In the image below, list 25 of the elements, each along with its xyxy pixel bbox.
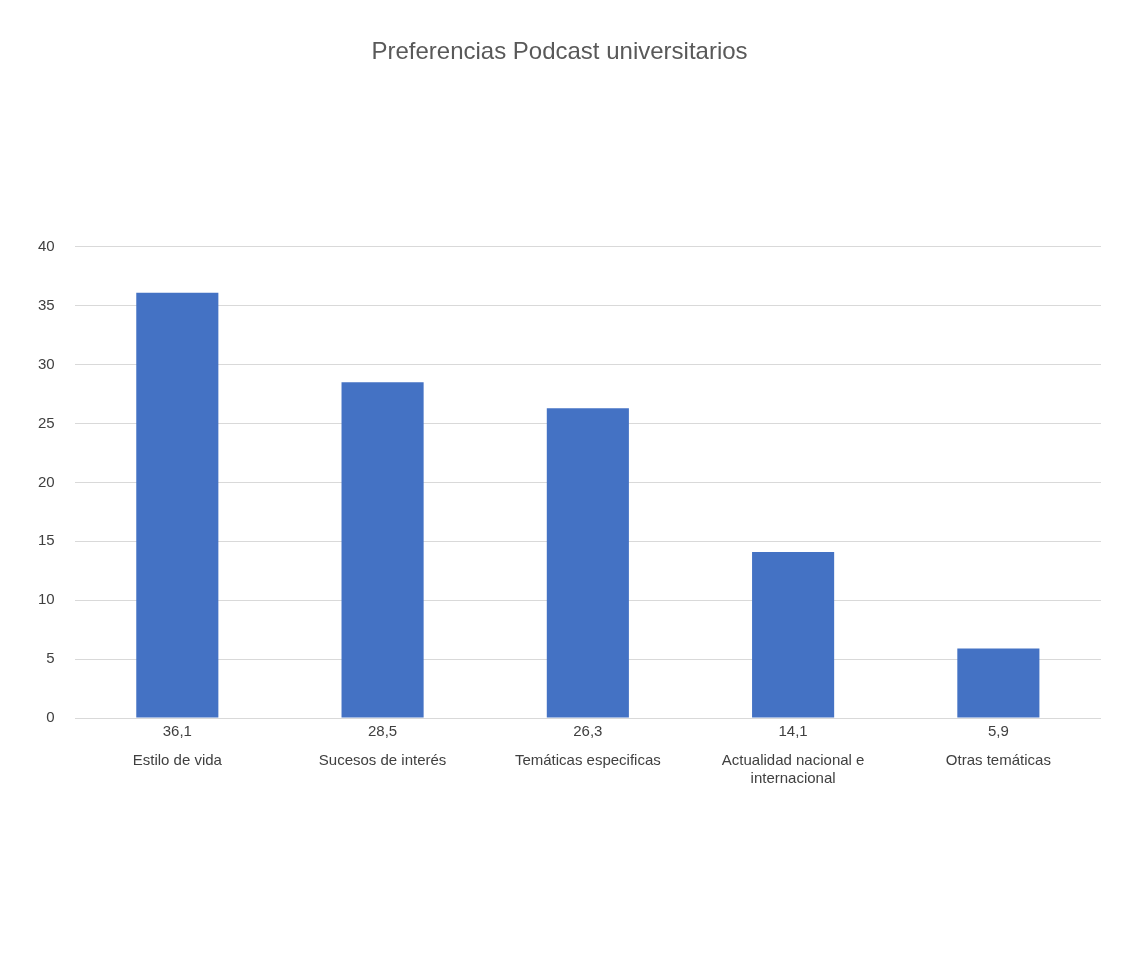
y-tick-label: 0	[46, 708, 55, 726]
bar	[957, 648, 1040, 718]
data-label: 5,9	[987, 721, 1009, 739]
y-tick-label: 30	[38, 354, 55, 372]
data-label: 14,1	[778, 721, 808, 739]
y-tick-label: 25	[38, 413, 55, 431]
data-label: 26,3	[573, 721, 603, 739]
data-label: 28,5	[367, 721, 398, 739]
x-tick-label: Estilo de vida	[132, 751, 223, 769]
bar	[752, 551, 835, 718]
x-tick-label: Sucesos de interés	[318, 751, 447, 769]
y-tick-label: 10	[38, 590, 55, 608]
y-tick-label: 20	[38, 472, 55, 490]
x-tick-label: Otras temáticas	[945, 751, 1051, 769]
bar	[341, 382, 424, 718]
y-tick-label: 35	[38, 295, 55, 313]
y-tick-label: 40	[38, 236, 55, 254]
chart-title: Preferencias Podcast universitarios	[371, 37, 748, 65]
y-tick-label: 5	[46, 649, 55, 667]
bar	[136, 292, 219, 718]
bar	[546, 408, 629, 718]
y-tick-label: 15	[38, 531, 55, 549]
x-tick-label: Actualidad nacional e internacional	[721, 751, 865, 787]
data-label: 36,1	[162, 721, 192, 739]
x-tick-label: Temáticas especificas	[514, 751, 661, 769]
